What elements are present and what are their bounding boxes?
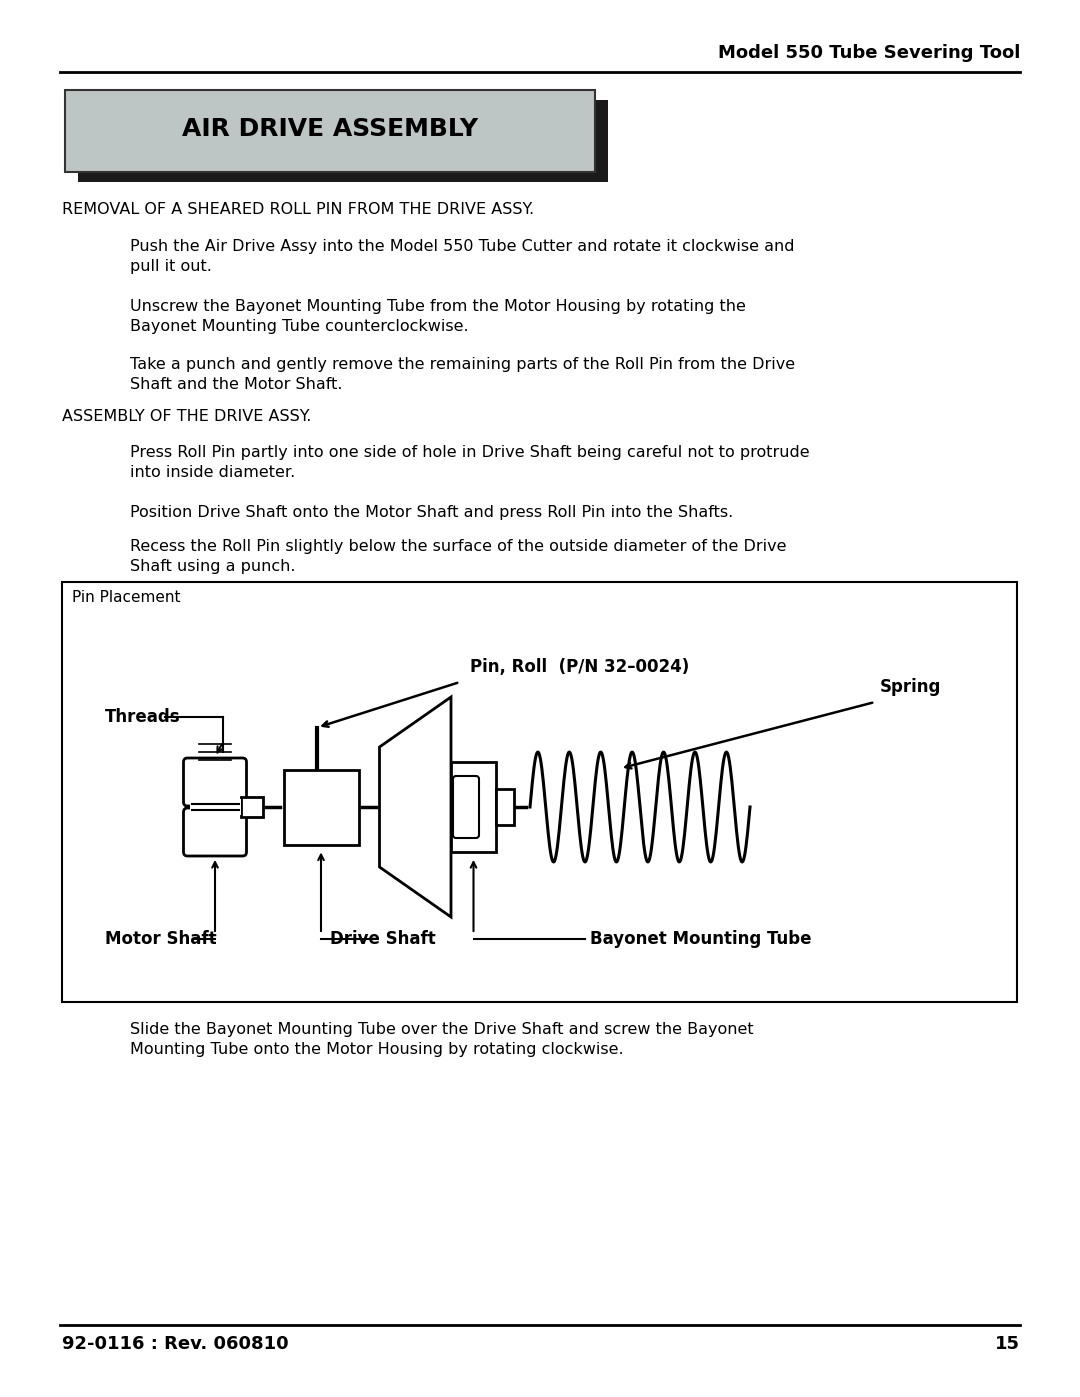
Bar — [451, 761, 496, 852]
Text: Push the Air Drive Assy into the Model 550 Tube Cutter and rotate it clockwise a: Push the Air Drive Assy into the Model 5… — [130, 239, 795, 274]
Text: Take a punch and gently remove the remaining parts of the Roll Pin from the Driv: Take a punch and gently remove the remai… — [130, 358, 795, 391]
Text: REMOVAL OF A SHEARED ROLL PIN FROM THE DRIVE ASSY.: REMOVAL OF A SHEARED ROLL PIN FROM THE D… — [62, 203, 535, 217]
Text: Pin, Roll  (P/N 32–0024): Pin, Roll (P/N 32–0024) — [470, 658, 689, 676]
Text: Press Roll Pin partly into one side of hole in Drive Shaft being careful not to : Press Roll Pin partly into one side of h… — [130, 446, 810, 479]
Bar — [189, 799, 241, 814]
Bar — [241, 798, 262, 817]
Text: Pin Placement: Pin Placement — [72, 590, 180, 605]
Text: Model 550 Tube Severing Tool: Model 550 Tube Severing Tool — [717, 43, 1020, 61]
Text: Recess the Roll Pin slightly below the surface of the outside diameter of the Dr: Recess the Roll Pin slightly below the s… — [130, 539, 786, 574]
FancyBboxPatch shape — [453, 775, 480, 838]
Text: ASSEMBLY OF THE DRIVE ASSY.: ASSEMBLY OF THE DRIVE ASSY. — [62, 409, 311, 425]
Text: Bayonet Mounting Tube: Bayonet Mounting Tube — [590, 930, 811, 949]
Text: Slide the Bayonet Mounting Tube over the Drive Shaft and screw the Bayonet
Mount: Slide the Bayonet Mounting Tube over the… — [130, 1023, 754, 1056]
Polygon shape — [379, 697, 451, 916]
Text: 15: 15 — [995, 1336, 1020, 1354]
FancyBboxPatch shape — [283, 770, 359, 845]
FancyBboxPatch shape — [184, 807, 246, 856]
Text: Unscrew the Bayonet Mounting Tube from the Motor Housing by rotating the
Bayonet: Unscrew the Bayonet Mounting Tube from t… — [130, 299, 746, 334]
FancyBboxPatch shape — [78, 101, 608, 182]
Text: Position Drive Shaft onto the Motor Shaft and press Roll Pin into the Shafts.: Position Drive Shaft onto the Motor Shaf… — [130, 504, 733, 520]
FancyBboxPatch shape — [184, 759, 246, 806]
FancyBboxPatch shape — [65, 89, 595, 172]
Bar — [62, 583, 1017, 1002]
Bar — [496, 789, 514, 826]
Text: Drive Shaft: Drive Shaft — [330, 930, 435, 949]
Text: Spring: Spring — [880, 678, 942, 696]
Text: Motor Shaft: Motor Shaft — [105, 930, 217, 949]
Text: Threads: Threads — [105, 708, 180, 726]
Text: 92-0116 : Rev. 060810: 92-0116 : Rev. 060810 — [62, 1336, 288, 1354]
Text: AIR DRIVE ASSEMBLY: AIR DRIVE ASSEMBLY — [181, 117, 478, 141]
